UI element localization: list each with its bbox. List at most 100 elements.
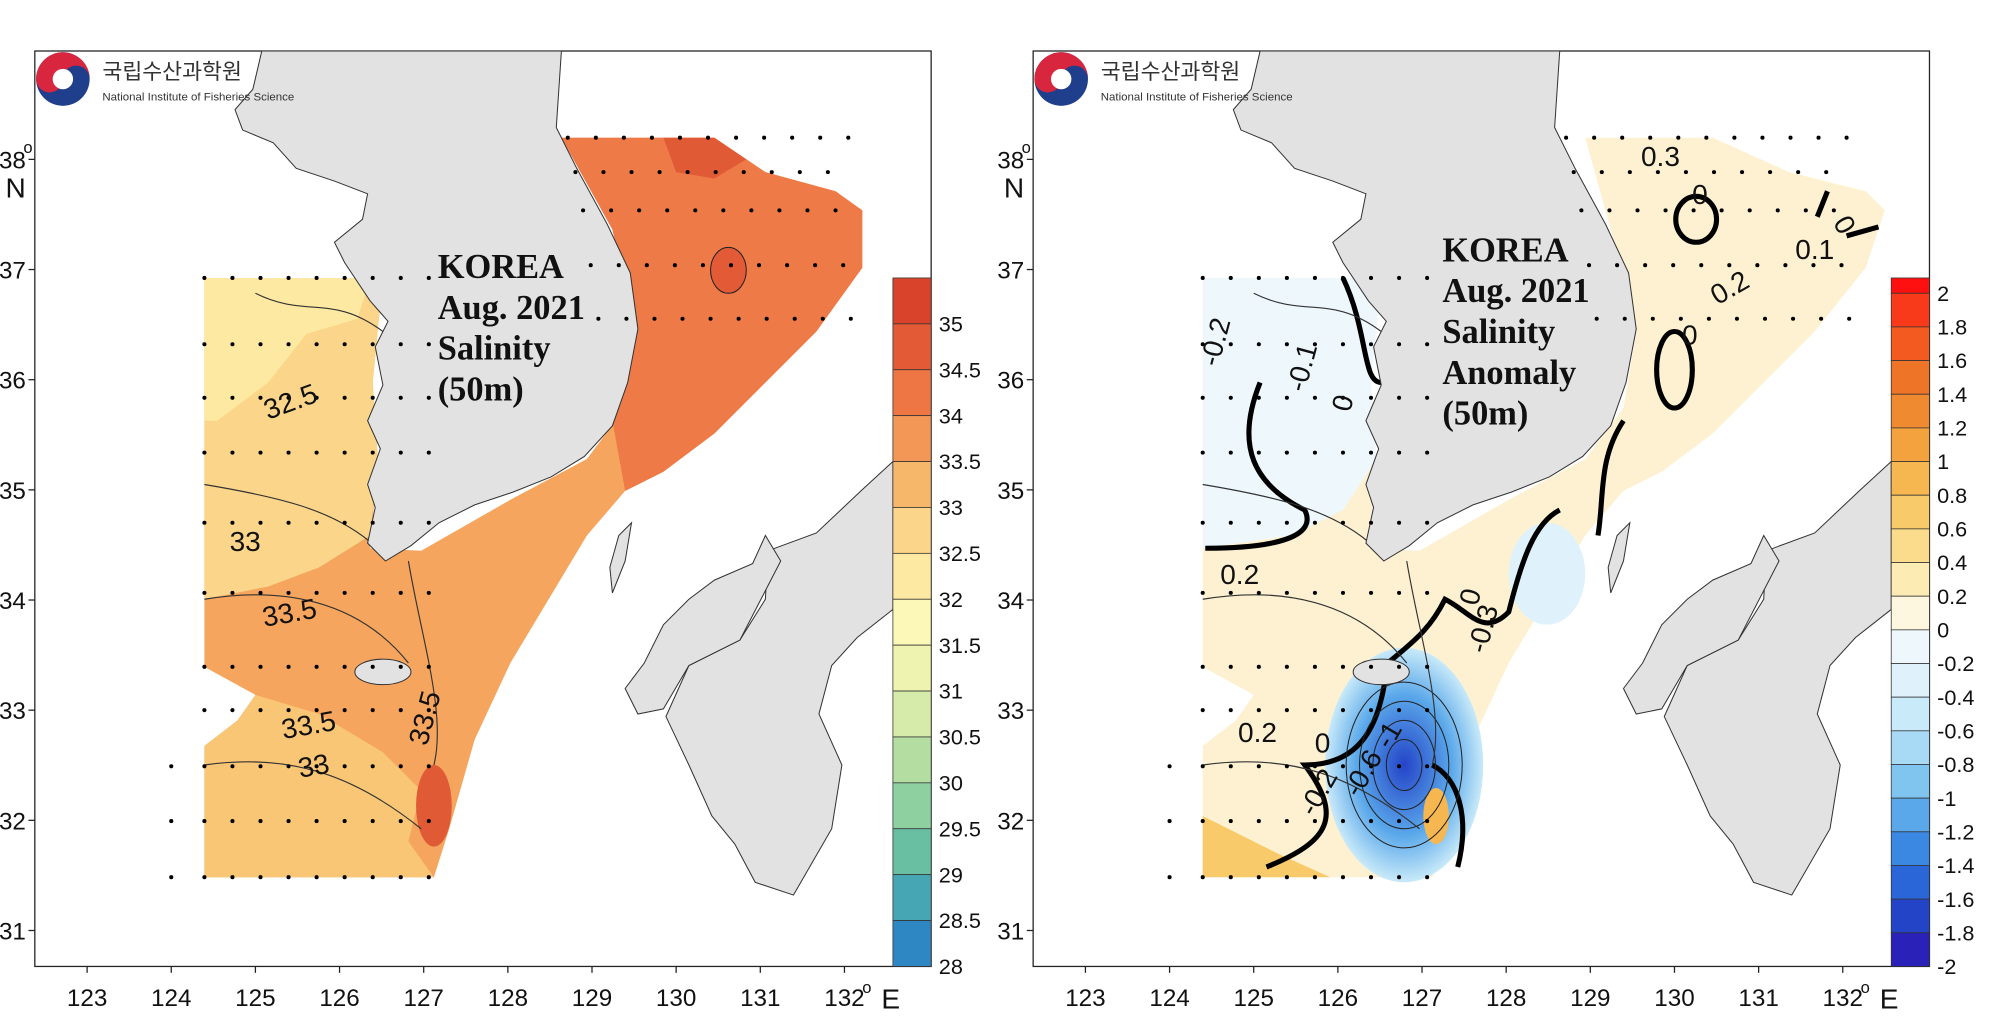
station [652, 316, 657, 321]
station [202, 520, 207, 525]
colorbar-cell [1890, 393, 1930, 429]
station [565, 135, 570, 140]
lat-unit: N [1004, 173, 1024, 204]
colorbar-label: 33.5 [939, 449, 981, 474]
station [1635, 208, 1640, 213]
station [1200, 590, 1205, 595]
lon-tick-label: 131 [740, 985, 780, 1012]
station [588, 263, 593, 268]
station [230, 875, 235, 880]
station [1788, 135, 1793, 140]
colorbar-cell [1890, 865, 1930, 900]
colorbar-label: 0.8 [1937, 483, 1967, 508]
station [370, 275, 375, 280]
contour [1372, 719, 1436, 811]
station [581, 208, 586, 213]
station [1340, 450, 1346, 455]
colorbar-label: 35 [939, 312, 963, 337]
station [1425, 875, 1430, 880]
station [713, 170, 718, 175]
station [1683, 170, 1688, 175]
negative-anomaly-area [1202, 277, 1382, 549]
colorbar-label: 31.5 [939, 633, 981, 658]
lon-tick-label: 126 [1318, 985, 1358, 1012]
station [573, 170, 578, 175]
station [1368, 342, 1374, 347]
station [1650, 316, 1655, 321]
station [756, 263, 762, 268]
station [286, 520, 291, 525]
colorbar-cell [892, 552, 932, 600]
station [805, 208, 810, 213]
station [342, 590, 347, 595]
colorbar-label: -1.2 [1937, 819, 1974, 844]
station [1648, 135, 1653, 140]
station [616, 263, 621, 268]
station [1783, 263, 1788, 268]
colorbar-cell [1890, 528, 1930, 563]
station [1284, 275, 1289, 280]
station [1368, 520, 1374, 525]
colorbar-label: 0.6 [1937, 517, 1967, 542]
station [1312, 764, 1317, 769]
station [1256, 342, 1261, 347]
logo-mark [52, 68, 74, 90]
land-korea [234, 50, 639, 562]
station [680, 316, 685, 321]
logo-subtitle: National Institute of Fisheries Science [102, 92, 294, 104]
station [342, 875, 347, 880]
station [1425, 708, 1430, 713]
station [1425, 590, 1430, 595]
station [1824, 170, 1829, 175]
station [1397, 520, 1402, 525]
station [700, 263, 705, 268]
positive-anomaly-area [1423, 787, 1449, 845]
zero-contour [1654, 328, 1695, 411]
station [1397, 764, 1402, 769]
station [398, 664, 403, 669]
station [398, 875, 403, 880]
colorbar-cell [1890, 898, 1930, 934]
degree-sign: o [862, 978, 871, 997]
station [1228, 342, 1233, 347]
lon-tick-label: 128 [1486, 985, 1526, 1012]
station [1312, 275, 1317, 280]
station [314, 590, 319, 595]
logo-name: 국립수산과학원 [1101, 59, 1240, 84]
station [258, 450, 263, 455]
station [1312, 875, 1317, 880]
lon-tick-label: 129 [1570, 985, 1610, 1012]
station [230, 819, 235, 824]
station [1762, 316, 1768, 321]
station [1397, 395, 1402, 400]
zero-contour [1595, 190, 1880, 536]
station [1671, 263, 1676, 268]
colorbar-cell [1890, 292, 1930, 328]
colorbar-label: 1.4 [1937, 382, 1967, 407]
station [1768, 170, 1773, 175]
station [370, 520, 375, 525]
station [1592, 135, 1597, 140]
station [792, 316, 797, 321]
station [258, 819, 263, 824]
colorbar-label: -0.6 [1937, 718, 1974, 743]
contour [1202, 292, 1437, 830]
lon-tick-label: 132 [1823, 985, 1863, 1012]
station [342, 395, 347, 400]
station [785, 263, 790, 268]
colorbar-label: 1 [1937, 449, 1949, 474]
station [1200, 664, 1205, 669]
station [1425, 664, 1430, 669]
station [728, 263, 734, 268]
station [230, 764, 235, 769]
colorbar-cell [892, 920, 932, 967]
station [230, 395, 235, 400]
station [314, 450, 319, 455]
station [1256, 450, 1261, 455]
station [1397, 590, 1402, 595]
colorbar-cell [1890, 360, 1930, 395]
station [286, 450, 291, 455]
station [1811, 263, 1816, 268]
